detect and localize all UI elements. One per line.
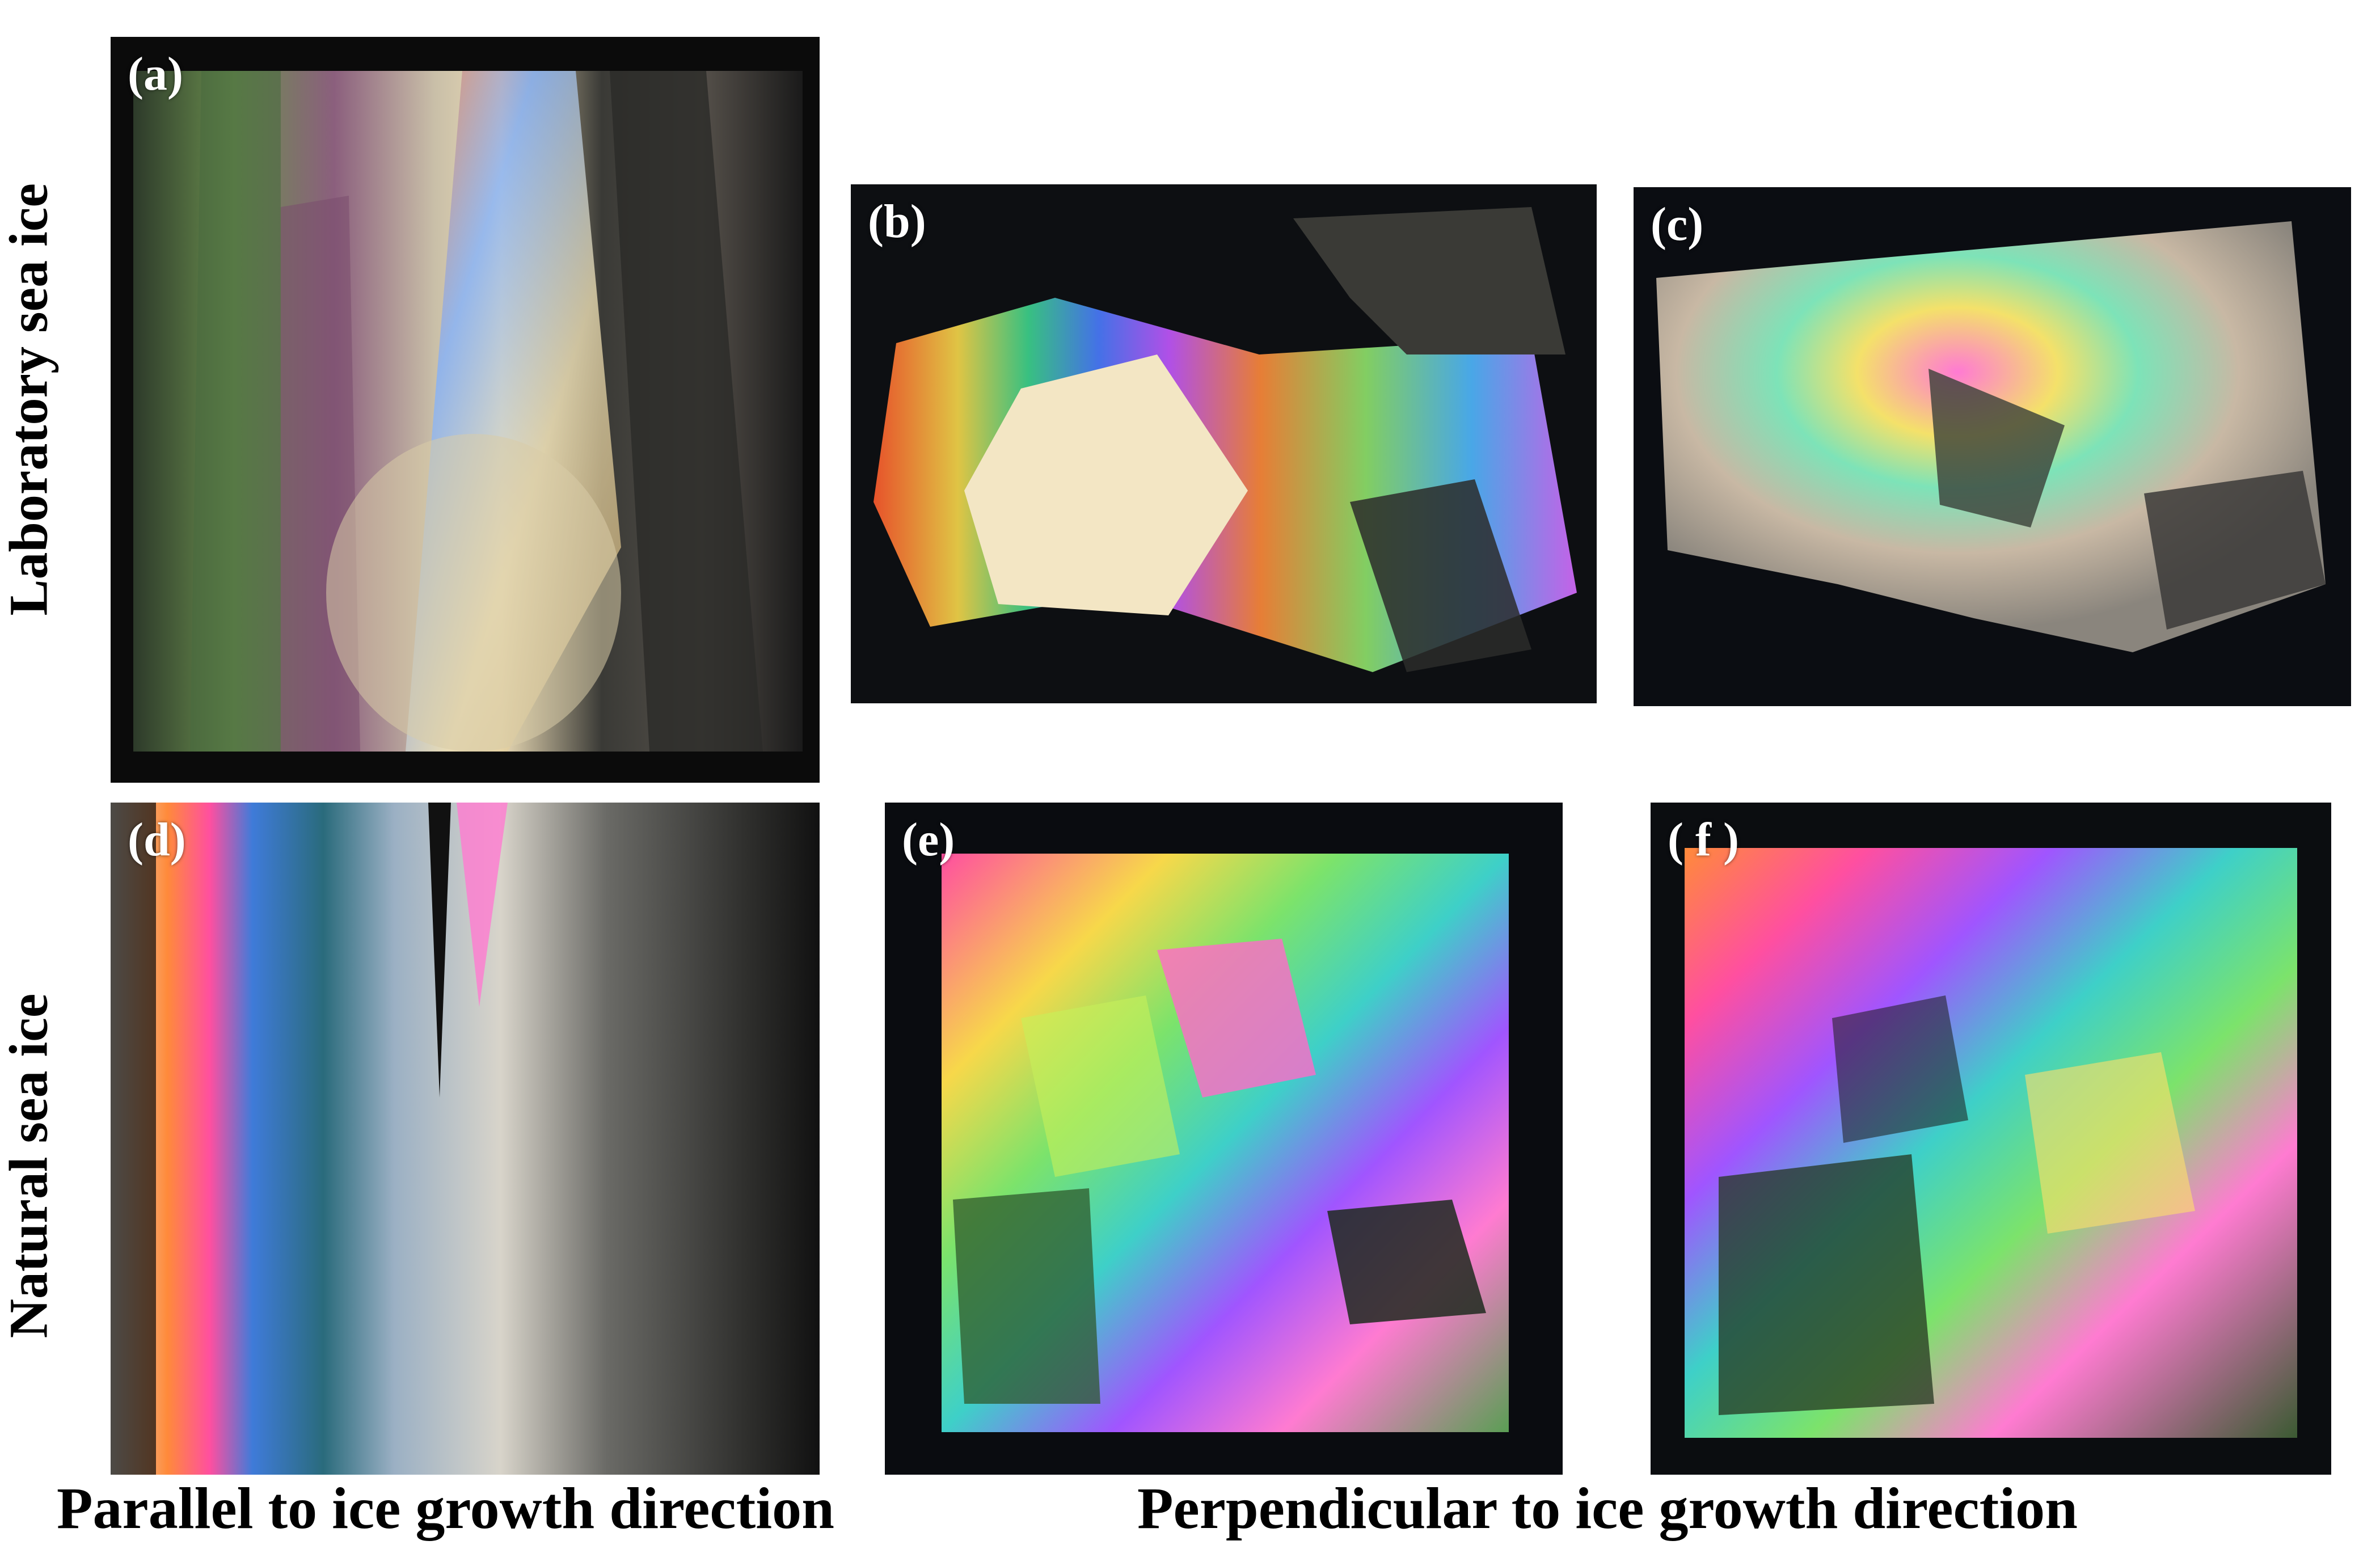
panel-a-image: (a): [111, 37, 820, 783]
panel-d-label: (d): [128, 813, 186, 866]
panel-e-label: (e): [902, 813, 955, 866]
panel-a-label: (a): [128, 48, 183, 100]
panel-d-image: (d): [111, 803, 820, 1475]
panel-e-image: (e): [885, 803, 1563, 1475]
panel-b-label: (b): [868, 195, 926, 248]
panel-c-image: (c): [1634, 187, 2351, 706]
row-label-laboratory: Laboratory sea ice: [0, 183, 59, 616]
column-label-perpendicular: Perpendicular to ice growth direction: [1137, 1476, 2078, 1541]
row-label-natural: Natural sea ice: [0, 993, 59, 1339]
panel-f-label: ( f ): [1668, 813, 1739, 866]
panel-c-label: (c): [1651, 198, 1704, 251]
panel-b-image: (b): [851, 184, 1597, 703]
panel-f-image: ( f ): [1651, 803, 2331, 1475]
column-label-parallel: Parallel to ice growth direction: [57, 1476, 834, 1541]
